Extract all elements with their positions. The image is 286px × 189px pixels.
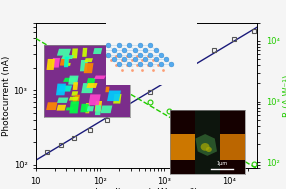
Polygon shape [81,83,94,93]
Y-axis label: R (A W⁻¹): R (A W⁻¹) [283,74,286,117]
Polygon shape [107,91,121,101]
Circle shape [201,143,210,151]
Y-axis label: Photocurrent (nA): Photocurrent (nA) [2,55,11,136]
Polygon shape [105,87,110,92]
Polygon shape [57,98,68,103]
Polygon shape [112,62,124,74]
Polygon shape [58,85,72,91]
Polygon shape [80,104,90,112]
Bar [170,110,245,134]
Polygon shape [63,78,77,82]
Polygon shape [93,48,102,54]
Polygon shape [72,91,78,96]
Polygon shape [195,134,217,156]
Polygon shape [117,50,130,57]
Polygon shape [87,106,94,111]
Polygon shape [84,58,93,62]
Polygon shape [64,57,69,67]
Polygon shape [80,60,88,71]
Circle shape [206,147,212,152]
Polygon shape [69,97,79,101]
Text: 1μm: 1μm [217,161,228,166]
Polygon shape [110,75,123,78]
Polygon shape [94,76,106,79]
Polygon shape [65,107,74,110]
Polygon shape [57,105,66,111]
Polygon shape [61,55,74,59]
Polygon shape [113,94,122,104]
Polygon shape [86,83,98,88]
Polygon shape [68,76,79,85]
Polygon shape [84,63,94,73]
Polygon shape [47,59,55,70]
Polygon shape [87,78,96,84]
Polygon shape [56,84,66,95]
Polygon shape [67,63,71,66]
Bar [195,110,220,174]
Polygon shape [69,101,79,113]
Polygon shape [46,102,57,110]
X-axis label: Irradiance (μW cm⁻²): Irradiance (μW cm⁻²) [95,188,198,189]
Polygon shape [82,48,87,57]
Polygon shape [95,101,102,112]
Polygon shape [60,59,70,66]
Bar [170,160,245,174]
Polygon shape [73,82,78,90]
Bar [170,134,195,160]
Polygon shape [100,105,112,113]
Polygon shape [88,94,101,105]
Polygon shape [72,96,77,104]
Polygon shape [57,49,71,56]
Polygon shape [72,48,78,58]
Polygon shape [95,105,101,115]
Polygon shape [52,58,60,68]
Bar [220,134,245,160]
Polygon shape [112,55,116,64]
Polygon shape [85,103,90,113]
Polygon shape [75,95,80,101]
